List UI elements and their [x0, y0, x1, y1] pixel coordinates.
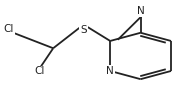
Text: S: S: [80, 25, 87, 35]
Text: N: N: [137, 6, 144, 16]
Text: Cl: Cl: [4, 24, 14, 34]
Text: N: N: [106, 66, 114, 76]
Text: Cl: Cl: [34, 66, 45, 76]
